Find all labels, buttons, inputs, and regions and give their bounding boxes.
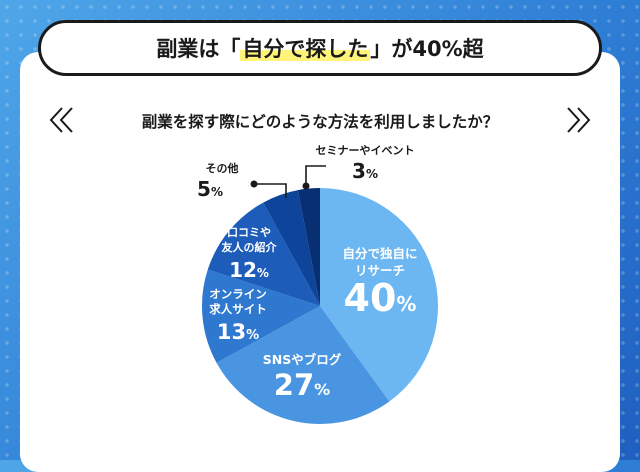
leader-dot-6 bbox=[302, 182, 310, 190]
slice-value-2: 27% bbox=[274, 368, 330, 402]
page-title: 副業は「自分で探した」が40%超 bbox=[156, 33, 484, 63]
slice-value-4: 12% bbox=[229, 258, 269, 282]
pie-slice-6 bbox=[297, 188, 320, 306]
pie-slice-3 bbox=[202, 269, 320, 363]
double-chevron-right-icon bbox=[567, 107, 591, 133]
slice-value-3: 13% bbox=[217, 320, 259, 344]
slice-label-3: オンライン bbox=[209, 287, 267, 301]
leader-line-5 bbox=[254, 183, 287, 198]
slice-value-6: 3% bbox=[352, 159, 378, 183]
slice-label-3: 求人サイト bbox=[209, 302, 267, 316]
title-highlight: 自分で探した bbox=[240, 37, 371, 61]
title-prefix: 副業は「 bbox=[156, 37, 241, 61]
slice-label-6: セミナーやイベント bbox=[316, 144, 415, 157]
double-chevron-left-icon bbox=[49, 107, 73, 133]
survey-question: 副業を探す際にどのような方法を利用しましたか？ bbox=[141, 113, 499, 131]
leader-line-6 bbox=[305, 165, 326, 186]
title-banner: 副業は「自分で探した」が40%超 bbox=[38, 20, 602, 76]
title-suffix: 」が40%超 bbox=[370, 37, 484, 61]
slice-label-1: 自分で独自に bbox=[342, 246, 417, 261]
leader-dot-5 bbox=[250, 180, 258, 188]
slice-label-1: リサーチ bbox=[355, 263, 405, 278]
pie-slice-1 bbox=[320, 188, 438, 402]
slice-value-5: 5% bbox=[197, 177, 223, 201]
slice-label-2: SNSやブログ bbox=[263, 352, 342, 367]
slice-label-4: 口コミや bbox=[227, 226, 271, 239]
slice-value-1: 40% bbox=[344, 276, 417, 320]
pie-slice-5 bbox=[263, 190, 320, 306]
slice-label-4: 友人の紹介 bbox=[222, 240, 278, 254]
pie-slice-2 bbox=[216, 306, 390, 424]
slice-label-5: その他 bbox=[206, 161, 239, 175]
pie-slice-4 bbox=[207, 202, 320, 306]
